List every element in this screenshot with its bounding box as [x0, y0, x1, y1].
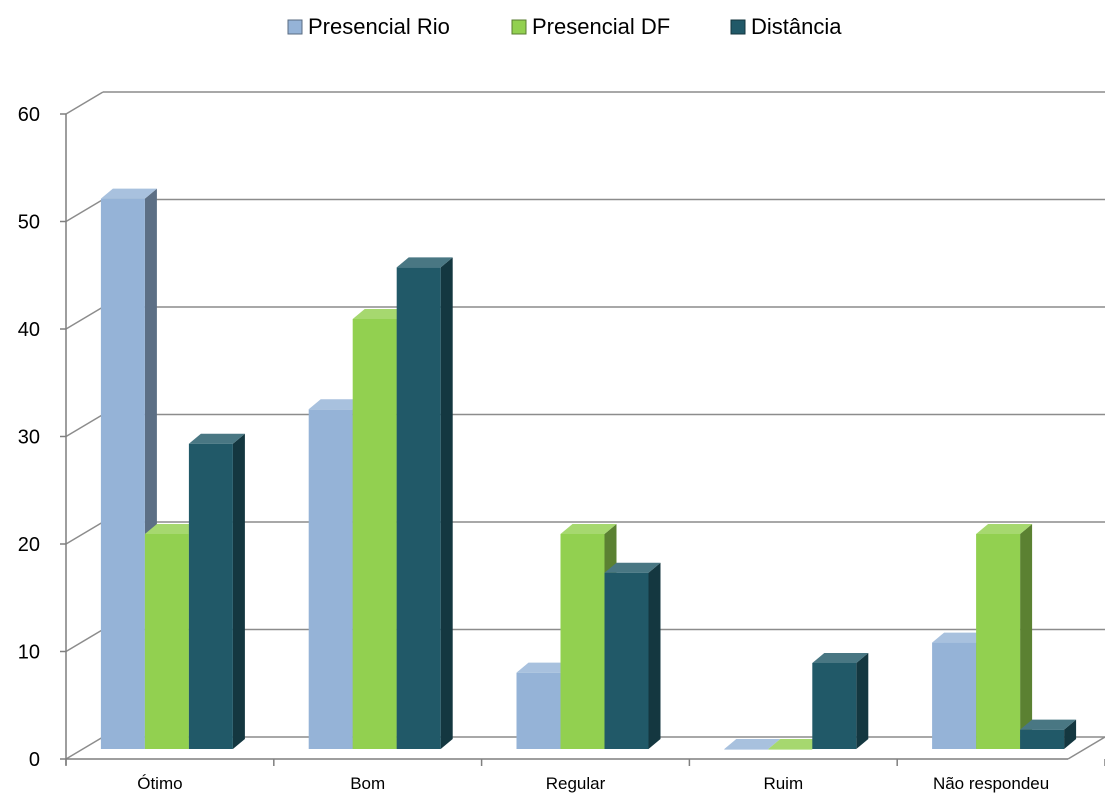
bar	[976, 524, 1033, 749]
gridline-diagonal	[65, 413, 104, 438]
gridline-diagonal	[65, 91, 104, 115]
legend-label: Presencial DF	[532, 14, 670, 39]
gridline-diagonal	[65, 736, 104, 760]
bar-top	[396, 257, 453, 268]
bar-side	[1020, 524, 1033, 749]
gridline-diagonal	[65, 628, 104, 653]
bar-top	[144, 524, 201, 534]
bar-top	[976, 524, 1033, 534]
bar-top	[768, 739, 825, 749]
bar	[768, 739, 825, 750]
bar-side	[440, 257, 453, 749]
bar-top	[516, 662, 573, 673]
gridline-diagonal	[65, 521, 104, 545]
bar-top	[308, 399, 365, 410]
bar-front	[604, 572, 649, 749]
legend-label: Presencial Rio	[308, 14, 450, 39]
bar-front	[768, 749, 813, 750]
bar	[724, 739, 781, 750]
bar	[188, 433, 245, 749]
x-tick-label: Ótimo	[137, 774, 182, 793]
legend-label: Distância	[751, 14, 842, 39]
bar-side	[232, 433, 245, 749]
bar-front	[1020, 729, 1065, 749]
bar-front	[560, 534, 605, 749]
legend: Presencial Rio Presencial DF Distância	[287, 14, 842, 39]
y-tick-label: 30	[18, 427, 40, 449]
bar-front	[308, 409, 353, 749]
bar-front	[724, 749, 769, 750]
bar-top	[604, 562, 661, 573]
bar-front	[352, 319, 397, 749]
x-axis-ticks: Ótimo Bom Regular Ruim Não respondeu	[137, 774, 1049, 793]
gridline-diagonal	[65, 306, 104, 330]
bar-front	[812, 663, 857, 749]
bar-top	[812, 653, 869, 663]
bar-top	[352, 309, 409, 319]
legend-item: Presencial DF	[511, 14, 670, 39]
bars	[100, 188, 1077, 750]
legend-item: Distância	[730, 14, 842, 39]
bar-side	[1064, 719, 1077, 749]
legend-swatch	[287, 19, 303, 35]
bar-front	[144, 534, 189, 749]
x-tick-label: Bom	[350, 774, 385, 793]
x-tick-label: Ruim	[763, 774, 803, 793]
legend-swatch	[511, 19, 527, 35]
bar-front	[976, 534, 1021, 749]
gridline-diagonal	[65, 198, 104, 223]
bar-top	[560, 524, 617, 534]
gridlines	[65, 91, 1105, 760]
legend-swatch	[730, 19, 746, 35]
bar-front	[396, 267, 441, 749]
bar-side	[856, 653, 869, 749]
bar-top	[932, 632, 989, 643]
bar	[812, 653, 869, 749]
bar-front	[188, 443, 233, 749]
bar	[1020, 719, 1077, 749]
bar	[396, 257, 453, 749]
y-tick-label: 0	[29, 749, 40, 771]
bar	[604, 562, 661, 749]
bar-top	[1020, 719, 1077, 730]
legend-item: Presencial Rio	[287, 14, 450, 39]
y-tick-label: 50	[18, 212, 40, 234]
floor-edge	[1067, 736, 1105, 760]
bar-top	[100, 188, 157, 199]
x-tick-label: Regular	[546, 774, 606, 793]
axes	[60, 113, 1105, 766]
bar-side	[648, 562, 661, 749]
y-tick-label: 60	[18, 104, 40, 126]
y-tick-label: 40	[18, 319, 40, 341]
bar-top	[188, 433, 245, 444]
bar-front	[100, 198, 145, 750]
y-axis-ticks: 0 10 20 30 40 50 60	[18, 104, 40, 771]
bar-front	[932, 642, 977, 749]
x-tick-label: Não respondeu	[933, 774, 1049, 793]
bar-front	[516, 672, 561, 749]
y-tick-label: 20	[18, 534, 40, 556]
y-tick-label: 10	[18, 642, 40, 664]
bar-top	[724, 739, 781, 749]
